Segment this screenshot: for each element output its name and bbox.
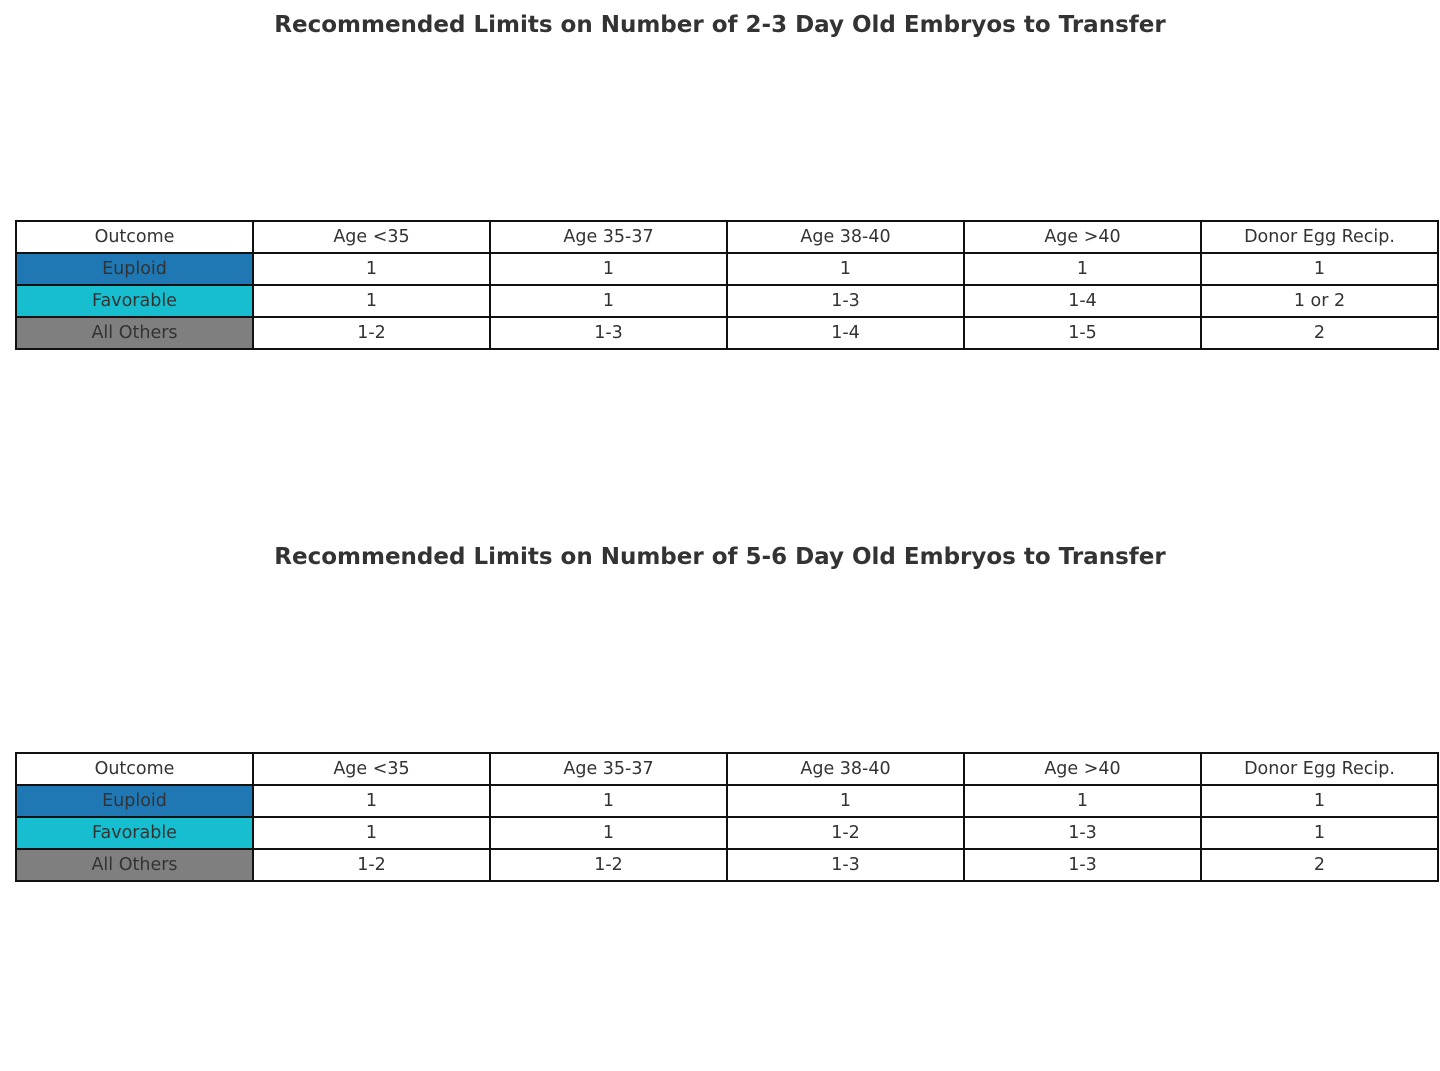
table-cell: 1 [489, 252, 728, 286]
row-label: Favorable [15, 816, 254, 850]
column-header: Donor Egg Recip. [1200, 752, 1439, 786]
table-cell: 1-5 [963, 316, 1202, 350]
table-cell: 1 [963, 252, 1202, 286]
recommendation-table: Outcome Age <35 Age 35-37 Age 38-40 Age >40 D… [15, 752, 1439, 882]
column-header: Age 35-37 [489, 220, 728, 254]
table-cell: 1-3 [489, 316, 728, 350]
table-cell: 1-3 [963, 848, 1202, 882]
table-cell: 1-4 [963, 284, 1202, 318]
column-header: Outcome [15, 220, 254, 254]
table-cell: 1 [252, 284, 491, 318]
table-cell: 1 [489, 784, 728, 818]
table-cell: 1-2 [252, 316, 491, 350]
table-cell: 1-3 [963, 816, 1202, 850]
table-cell: 1 [1200, 252, 1439, 286]
column-header: Age <35 [252, 752, 491, 786]
table-cell: 1 [1200, 784, 1439, 818]
table-cell: 1 [726, 784, 965, 818]
table-cell: 1-2 [489, 848, 728, 882]
table-cell: 1 [1200, 816, 1439, 850]
table-cell: 1 [489, 284, 728, 318]
table-cell: 1-3 [726, 848, 965, 882]
table-title: Recommended Limits on Number of 5-6 Day … [274, 544, 1166, 570]
table-row: Euploid 1 1 1 1 1 [15, 784, 1439, 818]
table-cell: 1-4 [726, 316, 965, 350]
column-header: Age >40 [963, 220, 1202, 254]
table-row: All Others 1-2 1-3 1-4 1-5 2 [15, 316, 1439, 350]
recommendation-table: Outcome Age <35 Age 35-37 Age 38-40 Age >40 D… [15, 220, 1439, 350]
table-cell: 1 [726, 252, 965, 286]
table-cell: 1 [252, 784, 491, 818]
table-cell: 1 [489, 816, 728, 850]
column-header: Age >40 [963, 752, 1202, 786]
column-header: Outcome [15, 752, 254, 786]
header-row: Outcome Age <35 Age 35-37 Age 38-40 Age >40 D… [15, 752, 1439, 786]
table-cell: 2 [1200, 848, 1439, 882]
column-header: Donor Egg Recip. [1200, 220, 1439, 254]
table-cell: 1-2 [252, 848, 491, 882]
table-cell: 1 [252, 252, 491, 286]
row-label: All Others [15, 316, 254, 350]
row-label: All Others [15, 848, 254, 882]
row-label: Favorable [15, 284, 254, 318]
table-row: All Others 1-2 1-2 1-3 1-3 2 [15, 848, 1439, 882]
table-cell: 1 [252, 816, 491, 850]
table-row: Favorable 1 1 1-3 1-4 1 or 2 [15, 284, 1439, 318]
column-header: Age 38-40 [726, 752, 965, 786]
table-cell: 1-3 [726, 284, 965, 318]
column-header: Age 38-40 [726, 220, 965, 254]
row-label: Euploid [15, 784, 254, 818]
table-cell: 2 [1200, 316, 1439, 350]
row-label: Euploid [15, 252, 254, 286]
column-header: Age <35 [252, 220, 491, 254]
column-header: Age 35-37 [489, 752, 728, 786]
table-row: Euploid 1 1 1 1 1 [15, 252, 1439, 286]
table-row: Favorable 1 1 1-2 1-3 1 [15, 816, 1439, 850]
table-title: Recommended Limits on Number of 2-3 Day … [274, 12, 1166, 38]
header-row: Outcome Age <35 Age 35-37 Age 38-40 Age >40 D… [15, 220, 1439, 254]
table-cell: 1-2 [726, 816, 965, 850]
table-cell: 1 or 2 [1200, 284, 1439, 318]
table-cell: 1 [963, 784, 1202, 818]
